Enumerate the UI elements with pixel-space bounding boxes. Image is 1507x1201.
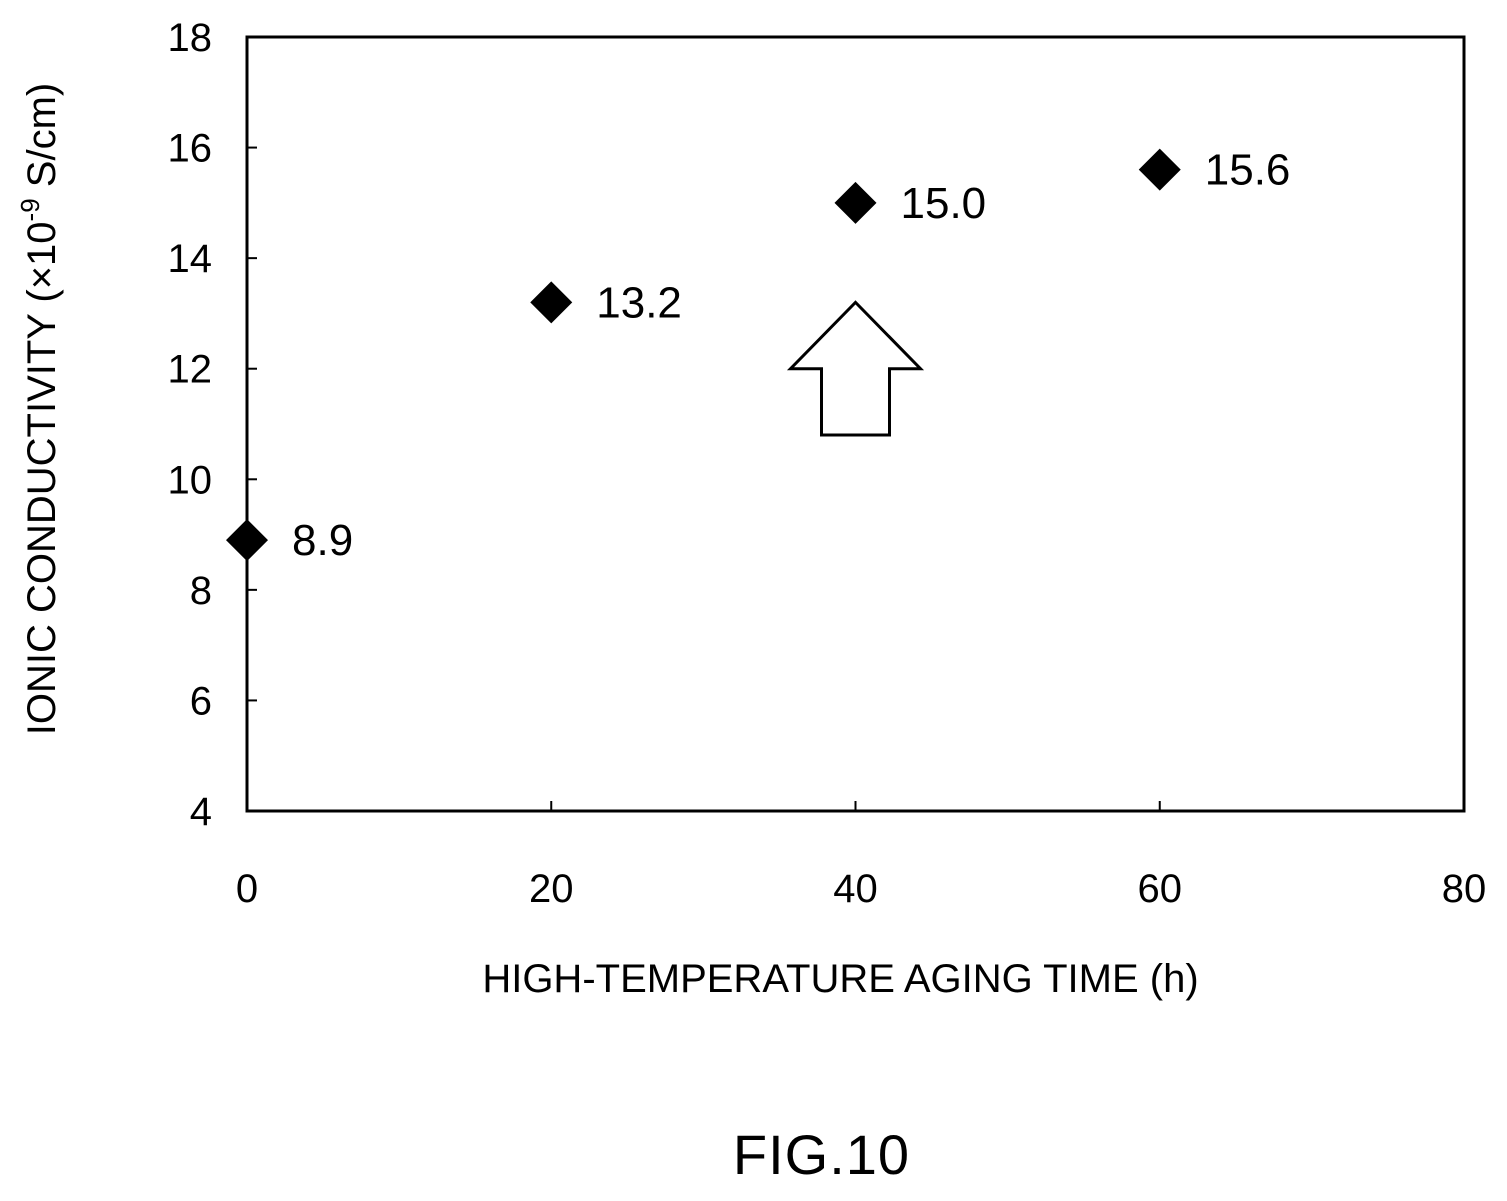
y-axis-label-unit: S/cm) <box>20 83 64 199</box>
y-tick-label: 14 <box>168 237 213 281</box>
figure-caption: FIG.10 <box>732 1123 911 1186</box>
data-points: 8.9 13.2 15.0 15.6 <box>226 146 1290 565</box>
data-point-diamond <box>530 281 573 324</box>
data-point-label: 15.0 <box>901 179 987 228</box>
y-axis-label-main: IONIC CONDUCTIVITY (×10 <box>20 221 64 735</box>
y-tick-label: 4 <box>190 790 212 834</box>
x-tick-label: 60 <box>1138 867 1183 911</box>
y-axis-label-exponent: -9 <box>15 198 45 221</box>
hollow-up-arrow-annotation <box>786 300 925 437</box>
y-tick-label: 10 <box>168 458 213 502</box>
x-tick-label: 0 <box>236 867 258 911</box>
x-tick-label: 20 <box>529 867 574 911</box>
x-axis-ticks: 0 20 40 60 80 <box>236 801 1486 911</box>
y-axis-label: IONIC CONDUCTIVITY (×10-9 S/cm) <box>15 83 64 735</box>
y-tick-label: 8 <box>190 569 212 613</box>
data-point-diamond <box>1138 148 1181 191</box>
data-point-diamond <box>834 181 877 224</box>
y-tick-label: 18 <box>168 16 213 60</box>
x-tick-label: 80 <box>1442 867 1487 911</box>
data-point-diamond <box>226 519 268 562</box>
annotations <box>786 300 925 437</box>
y-axis-ticks: 4 6 8 10 12 14 16 18 <box>168 16 257 834</box>
y-tick-label: 12 <box>168 348 213 392</box>
data-point-label: 13.2 <box>596 278 682 327</box>
data-point-label: 8.9 <box>292 516 353 565</box>
y-tick-label: 6 <box>190 679 212 723</box>
x-tick-label: 40 <box>833 867 878 911</box>
y-tick-label: 16 <box>168 127 213 171</box>
data-point-label: 15.6 <box>1205 146 1291 195</box>
x-axis-label: HIGH-TEMPERATURE AGING TIME (h) <box>482 957 1198 1001</box>
